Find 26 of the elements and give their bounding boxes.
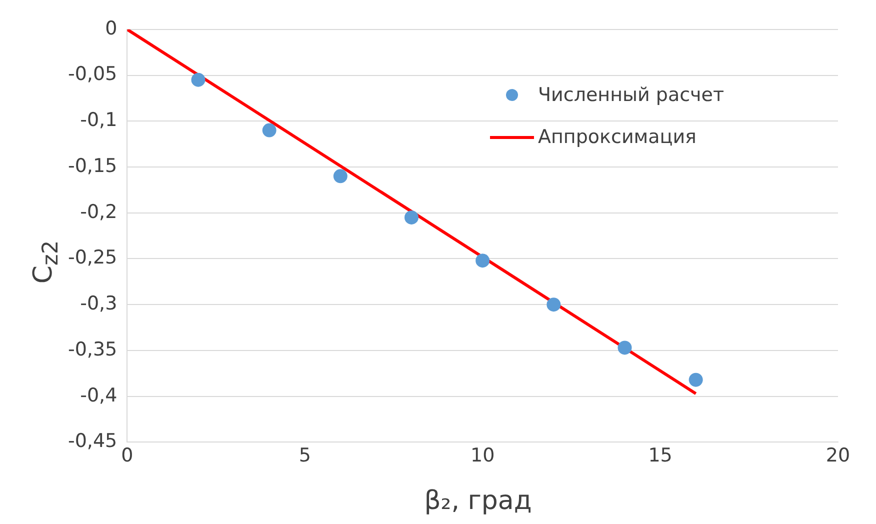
legend-label: Аппроксимация: [538, 126, 696, 148]
point: [688, 372, 703, 387]
y-tick-label: -0,45: [68, 430, 118, 452]
x-tick-label: 5: [298, 444, 311, 467]
y-tick-label: -0,2: [80, 200, 118, 223]
x-tick-label: 15: [648, 444, 672, 467]
point: [333, 169, 348, 184]
y-tick-label: -0,1: [80, 109, 118, 132]
y-tick-label: -0,15: [68, 154, 118, 177]
point: [618, 340, 632, 355]
point: [262, 123, 276, 138]
y-tick-label: -0,35: [68, 338, 118, 360]
y-tick-label: -0,25: [68, 246, 118, 269]
legend-label: Численный расчет: [538, 84, 724, 106]
point: [191, 72, 206, 87]
y-tick-label: 0: [105, 17, 118, 40]
x-tick-label: 10: [470, 444, 495, 467]
point: [546, 298, 561, 312]
x-axis-title: β₂, град: [423, 486, 533, 516]
y-tick-label: -0,3: [80, 292, 118, 315]
x-tick-label: 20: [826, 444, 850, 467]
x-tick-label: 0: [121, 444, 134, 467]
point: [476, 254, 490, 268]
point: [404, 210, 418, 224]
y-tick-label: -0,05: [68, 63, 118, 86]
y-tick-label: -0,4: [80, 384, 118, 406]
